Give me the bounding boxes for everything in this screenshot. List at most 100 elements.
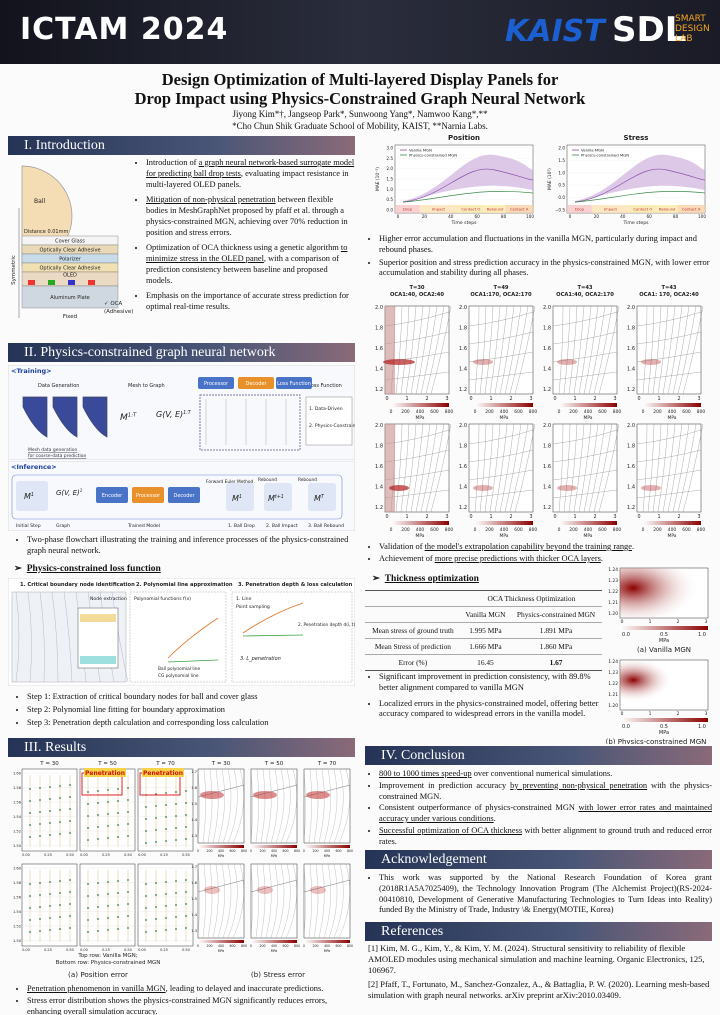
shape	[82, 396, 108, 438]
shape	[328, 863, 338, 939]
bullet: Localized errors in the physics-constrai…	[379, 699, 600, 721]
dot	[127, 835, 129, 837]
label: Graph	[56, 523, 70, 529]
label: 3	[705, 619, 708, 625]
label: 0.25	[44, 948, 52, 952]
shape	[552, 489, 618, 499]
label: Stress	[624, 134, 649, 142]
label: Vanilla MGN	[409, 148, 432, 153]
shape	[468, 351, 534, 363]
label: MPa	[500, 533, 509, 539]
shape	[207, 768, 213, 844]
shape	[509, 423, 529, 513]
shape	[494, 423, 508, 513]
dot	[87, 907, 89, 909]
dot	[175, 928, 177, 930]
shape	[79, 863, 136, 947]
label: 0.00	[80, 853, 88, 857]
label: 400	[324, 849, 330, 853]
label: Mesh to Graph	[128, 383, 165, 389]
sup: T	[321, 494, 325, 500]
dot	[59, 880, 61, 882]
t: Introduction of	[146, 158, 199, 167]
dot	[59, 916, 61, 918]
dot	[117, 836, 119, 838]
shape	[468, 429, 534, 445]
label: 600	[335, 944, 341, 948]
label: 1.60	[13, 867, 22, 871]
label: Trained Model	[127, 523, 160, 529]
label: 1.6	[191, 881, 197, 885]
t: Successful optimization of OCA thickness	[379, 825, 523, 835]
hot-spot	[473, 359, 493, 365]
label: 1.56	[13, 896, 22, 900]
dot	[155, 841, 157, 843]
dot	[155, 817, 157, 819]
label: 1.8	[543, 444, 551, 450]
label: 1.2	[627, 505, 635, 511]
label: 600	[514, 527, 523, 533]
shape	[420, 305, 438, 395]
label: 3	[613, 396, 616, 402]
shape	[578, 305, 592, 395]
label: T=43	[577, 285, 592, 291]
shape	[647, 305, 655, 395]
label: M1:T	[120, 412, 137, 423]
shape	[504, 305, 522, 395]
shape	[468, 469, 534, 481]
t: more precise predictions with thicker OC…	[434, 553, 601, 563]
shape	[419, 205, 458, 213]
label: 0	[553, 396, 556, 402]
shape	[305, 396, 353, 446]
label: 400	[218, 944, 224, 948]
label: 400	[416, 527, 425, 533]
shape	[484, 205, 506, 213]
dot	[59, 904, 61, 906]
label: M1	[232, 494, 242, 503]
label: 200	[401, 409, 410, 415]
t: Validation of	[379, 542, 425, 551]
label: 1.4	[627, 367, 635, 373]
shape	[217, 863, 225, 939]
t: the model's extrapolation capability bey…	[424, 542, 632, 551]
dot	[87, 895, 89, 897]
label: 2. Physics-Constraint	[309, 423, 355, 429]
label: 1.4	[191, 913, 197, 917]
shape	[250, 863, 253, 939]
shape	[573, 305, 585, 395]
shape	[276, 377, 312, 389]
dot	[127, 799, 129, 801]
dot	[185, 790, 187, 792]
dot	[87, 827, 89, 829]
dot	[29, 907, 31, 909]
dot	[145, 806, 147, 808]
shape	[420, 423, 438, 513]
shape	[199, 394, 301, 451]
label: 400	[218, 849, 224, 853]
dot	[49, 929, 51, 931]
label: 2	[677, 711, 680, 717]
thickness-bullets: Significant improvement in prediction co…	[368, 672, 600, 725]
label: 3.0	[386, 146, 393, 151]
label: 600	[682, 409, 691, 415]
dot	[97, 906, 99, 908]
shape	[280, 863, 291, 939]
dot	[97, 802, 99, 804]
dot	[97, 930, 99, 932]
label: 1.7	[191, 865, 197, 869]
shape	[168, 487, 200, 503]
label: Point sampling	[236, 604, 270, 610]
hot-spot	[204, 886, 220, 894]
label: 40	[620, 214, 626, 219]
label: 2.0	[386, 166, 393, 171]
shape	[111, 591, 129, 683]
dot	[175, 904, 177, 906]
label: Rebound	[298, 477, 317, 483]
bullet: Significant improvement in prediction co…	[379, 672, 600, 694]
label: 200	[569, 409, 578, 415]
dot	[87, 791, 89, 793]
label: 200	[206, 944, 212, 948]
t: Physics-constrained loss function	[26, 564, 161, 574]
label: 60	[475, 214, 481, 219]
label: 0	[385, 396, 388, 402]
